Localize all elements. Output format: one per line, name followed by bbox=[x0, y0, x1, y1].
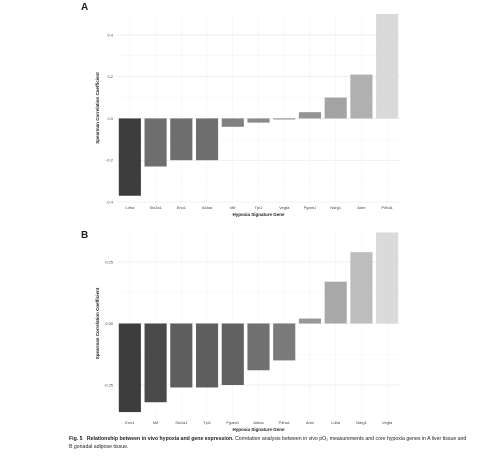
bar-ldha bbox=[118, 118, 141, 196]
y-tick-label: -0.4 bbox=[106, 199, 114, 204]
x-tick-label: Ndrg1 bbox=[330, 205, 342, 210]
y-tick-label: 0.00 bbox=[105, 321, 114, 326]
x-tick-label: Slc2a1 bbox=[149, 205, 162, 210]
bar-aldoa bbox=[247, 323, 270, 371]
x-tick-label: Ldha bbox=[331, 420, 341, 425]
y-tick-label: -0.2 bbox=[106, 158, 114, 163]
x-tick-label: Slc2a1 bbox=[175, 420, 188, 425]
caption-title: Relationship between in vivo hypoxia and… bbox=[86, 436, 234, 442]
x-tick-label: Pgam1 bbox=[226, 420, 239, 425]
bar-pgam1 bbox=[298, 112, 322, 119]
bar-mif bbox=[221, 118, 244, 127]
caption-text: Correlation analysis between in vivo pO₂… bbox=[69, 436, 467, 450]
chart-panel-b: -0.25 0.00 0.25 Eno1 Mif Slc2a1 Tpi1 Pgam1 Aldoa… bbox=[95, 230, 400, 432]
bar-eno1 bbox=[118, 323, 141, 413]
bar-ndrg1 bbox=[350, 252, 373, 324]
bar-p4ha1 bbox=[273, 323, 296, 361]
y-axis-title: Spearman Correlation Coefficient bbox=[95, 72, 100, 144]
bar-vegfa bbox=[273, 118, 296, 120]
x-tick-label: Aldoa bbox=[202, 205, 213, 210]
x-tick-label: Eno1 bbox=[177, 205, 187, 210]
y-axis-title: Spearman Correlation Coefficient bbox=[95, 287, 100, 359]
x-tick-label: P4ha1 bbox=[278, 420, 290, 425]
panel-label-a: A bbox=[81, 2, 89, 13]
x-tick-label: Ldha bbox=[125, 205, 135, 210]
y-tick-label: 0.0 bbox=[107, 116, 113, 121]
panel-label-b: B bbox=[81, 230, 89, 241]
caption-label: Fig. 5 bbox=[69, 436, 83, 442]
x-tick-label: Vegfa bbox=[382, 420, 393, 425]
x-tick-label: Adm bbox=[357, 205, 366, 210]
figure-caption: Fig. 5 Relationship between in vivo hypo… bbox=[69, 436, 469, 451]
x-tick-label: Ndrg1 bbox=[356, 420, 368, 425]
x-tick-label: Tpi1 bbox=[255, 205, 264, 210]
x-tick-label: Tpi1 bbox=[203, 420, 212, 425]
bar-aldoa bbox=[195, 118, 219, 161]
bar-tpi1 bbox=[247, 118, 270, 123]
x-tick-label: Eno1 bbox=[125, 420, 135, 425]
y-tick-label: 0.4 bbox=[107, 32, 113, 37]
bar-adm bbox=[298, 318, 322, 324]
x-tick-label: Mif bbox=[230, 205, 236, 210]
bar-slc2a1 bbox=[144, 118, 167, 167]
y-tick-label: 0.2 bbox=[107, 74, 113, 79]
y-tick-label: -0.25 bbox=[104, 382, 114, 387]
x-tick-label: Pgam1 bbox=[304, 205, 317, 210]
x-tick-label: Mif bbox=[153, 420, 159, 425]
x-tick-label: Vegfa bbox=[279, 205, 290, 210]
bar-slc2a1 bbox=[170, 323, 193, 388]
bar-pgam1 bbox=[221, 323, 244, 386]
bar-vegfa bbox=[376, 232, 399, 324]
bar-adm bbox=[350, 74, 373, 119]
x-tick-label: Aldoa bbox=[253, 420, 264, 425]
bar-ndrg1 bbox=[324, 97, 347, 119]
bar-tpi1 bbox=[195, 323, 219, 388]
bar-ldha bbox=[324, 281, 347, 324]
x-tick-label: P4ha1 bbox=[381, 205, 393, 210]
x-tick-label: Adm bbox=[306, 420, 315, 425]
chart-panel-a: -0.4 -0.2 0.0 0.2 0.4 Ldha Slc2a1 Eno1 Aldoa Mif T… bbox=[95, 14, 400, 217]
y-tick-label: 0.25 bbox=[105, 259, 114, 264]
bar-mif bbox=[144, 323, 167, 403]
x-axis-title: Hypoxia Signature Gene bbox=[232, 427, 285, 432]
bar-p4ha1 bbox=[376, 14, 399, 119]
bar-eno1 bbox=[170, 118, 193, 161]
x-axis-title: Hypoxia Signature Gene bbox=[232, 212, 285, 217]
